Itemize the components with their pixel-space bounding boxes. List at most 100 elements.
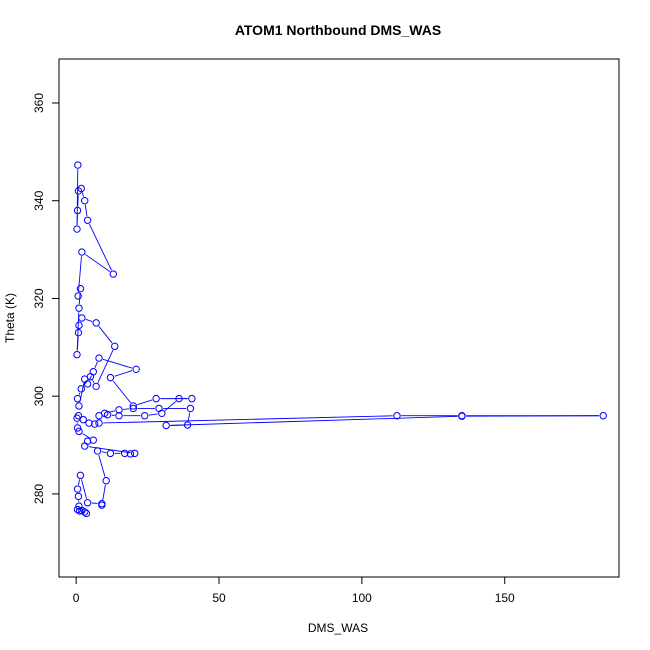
data-point — [106, 449, 115, 458]
series-segment — [101, 451, 107, 454]
data-point — [75, 502, 83, 510]
data-point — [83, 216, 92, 224]
data-point — [73, 424, 82, 432]
series-segment — [98, 454, 106, 477]
data-point — [93, 447, 102, 455]
series-segment — [88, 446, 131, 454]
data-point — [129, 404, 137, 413]
data-point — [83, 499, 92, 507]
data-point — [75, 304, 83, 312]
data-point — [95, 412, 103, 420]
data-point — [188, 394, 196, 403]
series-segment — [81, 479, 87, 499]
y-tick-label: 340 — [32, 190, 46, 210]
data-point — [81, 508, 89, 516]
series-layer — [73, 161, 607, 518]
data-point — [115, 412, 123, 420]
data-point — [74, 187, 83, 195]
series-segment — [92, 380, 95, 384]
series-segment — [102, 358, 133, 369]
data-point — [73, 225, 81, 233]
data-point — [75, 402, 83, 410]
series-segment — [88, 223, 112, 271]
data-point — [74, 161, 82, 169]
series-segment — [94, 361, 98, 369]
data-point — [129, 402, 137, 410]
series-segment — [98, 325, 113, 344]
data-point — [82, 509, 91, 518]
series-segment — [85, 254, 111, 272]
data-point — [158, 409, 166, 417]
data-point — [76, 471, 85, 480]
data-point — [73, 505, 82, 514]
y-axis-label: Theta (K) — [3, 293, 17, 343]
series-segment — [85, 318, 93, 322]
data-point — [126, 450, 135, 458]
y-tick-label: 280 — [32, 484, 46, 504]
x-tick-label: 100 — [352, 591, 372, 605]
data-point — [162, 421, 170, 430]
chart-title: ATOM1 Northbound DMS_WAS — [235, 22, 441, 38]
x-axis: 0 50 100 150 — [73, 576, 515, 605]
data-point — [115, 406, 123, 414]
data-point — [175, 394, 183, 403]
data-point — [458, 412, 466, 420]
data-point — [92, 319, 100, 327]
x-tick-label: 50 — [212, 591, 226, 605]
data-point — [111, 342, 119, 351]
data-point — [77, 385, 85, 393]
data-point — [79, 415, 87, 424]
data-point — [98, 499, 106, 508]
data-point — [76, 284, 85, 293]
series-segment — [103, 415, 393, 424]
data-point — [74, 292, 82, 300]
data-point — [103, 411, 112, 419]
data-point — [85, 419, 93, 427]
data-point — [81, 197, 89, 205]
series-segment — [102, 484, 106, 502]
series-segment — [77, 479, 81, 486]
data-point — [89, 436, 97, 444]
data-point — [74, 492, 83, 501]
y-axis: 280 300 320 340 360 — [32, 93, 60, 504]
series-segment — [84, 204, 88, 217]
y-tick-label: 360 — [32, 93, 46, 113]
data-point — [121, 449, 129, 458]
data-point — [152, 394, 160, 403]
y-tick-label: 300 — [32, 386, 46, 406]
data-point — [73, 485, 82, 493]
data-point — [73, 206, 82, 215]
data-point — [98, 501, 106, 509]
data-point — [106, 373, 115, 382]
series-segment — [170, 415, 458, 426]
data-point — [102, 477, 110, 485]
series-segment — [78, 392, 81, 395]
data-point — [92, 382, 100, 391]
series-segment — [123, 408, 130, 410]
series-segment — [112, 380, 131, 403]
series-segment — [187, 412, 191, 421]
data-point — [78, 314, 86, 322]
data-point — [83, 437, 92, 445]
data-point — [393, 412, 401, 420]
data-point — [186, 404, 195, 413]
data-point — [73, 350, 81, 359]
series-segment — [76, 169, 79, 225]
y-tick-label: 320 — [32, 288, 46, 308]
x-axis-label: DMS_WAS — [308, 621, 368, 635]
data-point — [74, 412, 83, 420]
x-tick-label: 0 — [73, 591, 80, 605]
series-segment — [81, 192, 85, 197]
data-point — [86, 372, 95, 381]
data-point — [91, 420, 99, 428]
series-segment — [82, 433, 90, 439]
data-point — [78, 248, 86, 256]
series-segment — [137, 399, 153, 406]
data-point — [141, 412, 149, 420]
data-point — [75, 321, 83, 330]
data-point — [95, 419, 103, 427]
data-point — [599, 412, 607, 420]
series-segment — [114, 370, 133, 377]
data-point — [132, 365, 140, 374]
